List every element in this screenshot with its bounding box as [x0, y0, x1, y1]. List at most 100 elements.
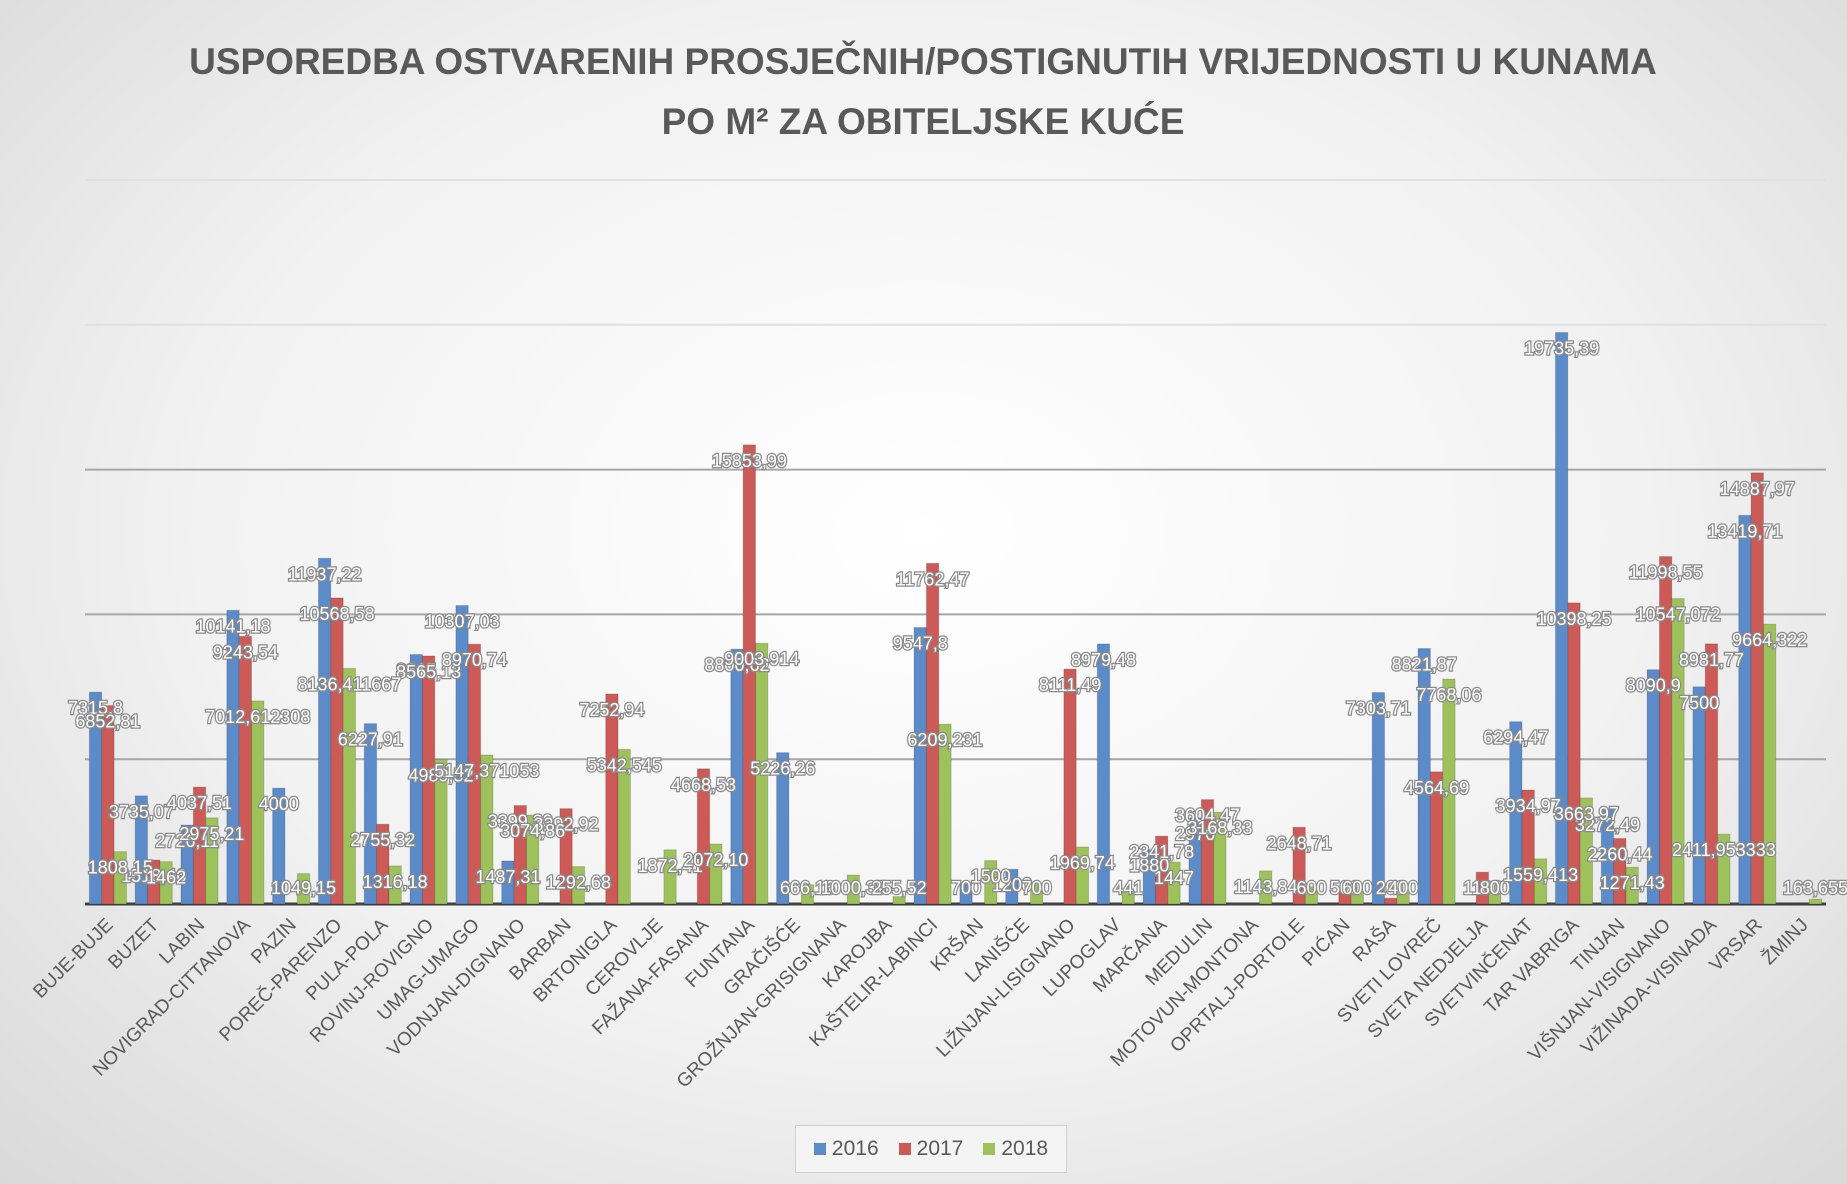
bar: [1005, 868, 1019, 905]
data-label: 2726,11: [155, 831, 219, 851]
bar: [559, 808, 573, 905]
bar: [755, 642, 769, 905]
bar: [913, 626, 927, 905]
bar: [1533, 858, 1548, 905]
x-tick-label: PIĆAN: [1298, 914, 1355, 971]
data-label: 11998,55: [1629, 563, 1703, 583]
legend-label: 2018: [1001, 1137, 1049, 1160]
data-label: 3663,97: [1554, 804, 1619, 824]
data-label: 3735,07: [109, 802, 174, 822]
bar: [376, 823, 390, 905]
data-labels: 7315,8 3735,07 2726,11 10141,18 4000 11937,22…: [67, 337, 1847, 899]
data-label: 2648,71: [1267, 833, 1332, 853]
data-label: 5342,545: [587, 755, 662, 775]
data-label: 3272,49: [1575, 815, 1640, 835]
data-label: 4000: [259, 794, 299, 814]
bar: [1258, 870, 1273, 905]
data-label: 2411,953333: [1672, 840, 1776, 860]
bar: [1808, 898, 1823, 905]
data-label: 6852,81: [75, 712, 140, 732]
data-label: 3168,33: [1187, 818, 1252, 838]
data-label: 3074,86: [500, 821, 565, 841]
data-label: 10141,18: [195, 616, 270, 636]
bar: [663, 849, 677, 905]
bar: [1567, 602, 1581, 905]
bar: [1304, 886, 1319, 905]
data-label: 3399,39: [488, 812, 553, 832]
data-label: 1462: [146, 868, 186, 888]
data-label: 3934,97: [1496, 796, 1561, 816]
data-label: 2976: [1175, 824, 1215, 844]
bar: [617, 748, 631, 905]
bar: [101, 705, 115, 905]
bar: [892, 896, 906, 905]
data-label: 7768,06: [1416, 685, 1481, 705]
data-label: 13419,71: [1707, 521, 1782, 541]
data-label: 8970,74: [442, 650, 507, 670]
data-label: 1000,35: [821, 878, 886, 898]
x-tick-label: BUZET: [104, 914, 163, 973]
bar: [1521, 789, 1535, 905]
data-label: 200: [1376, 878, 1406, 898]
bar: [1213, 811, 1227, 905]
legend-item: 2017: [898, 1137, 963, 1161]
data-label: 1447: [1154, 868, 1194, 888]
bar: [938, 723, 952, 905]
data-label: 666,16: [780, 878, 835, 898]
bar: [1075, 846, 1090, 905]
bar: [113, 851, 127, 905]
data-label: 2755,32: [350, 830, 415, 850]
data-label: 8090,9: [1626, 676, 1681, 696]
data-label: 1292,68: [546, 873, 611, 893]
bar: [1384, 897, 1398, 905]
data-label: 5226,26: [750, 759, 815, 779]
bar: [342, 667, 357, 905]
bar: [742, 444, 757, 905]
data-label: 10547,072: [1635, 605, 1720, 625]
bar: [1442, 678, 1456, 905]
x-tick-label: ŽMINJ: [1758, 914, 1813, 969]
bar: [480, 754, 494, 905]
data-label: 6209,231: [907, 730, 982, 750]
data-label: 7315,8: [68, 698, 123, 718]
bar: [134, 795, 149, 905]
data-label: 1487,31: [475, 867, 540, 887]
bar: [1096, 643, 1111, 905]
data-label: 8615: [396, 661, 436, 681]
bar: [1167, 861, 1181, 905]
data-label: 19735,39: [1524, 338, 1599, 358]
data-label: 4037,51: [167, 793, 232, 813]
data-label: 600: [1296, 878, 1326, 898]
data-label: 11937,22: [288, 564, 362, 584]
data-label: 500: [1330, 878, 1360, 898]
data-label: 7012,612308: [205, 707, 310, 727]
bar: [846, 874, 861, 905]
data-label: 8136,411667: [297, 674, 401, 694]
data-label: 9664,322: [1732, 630, 1807, 650]
data-label: 1872,41: [638, 856, 703, 876]
legend-item: 2018: [983, 1137, 1048, 1161]
data-label: 2341,78: [1129, 842, 1194, 862]
bar: [984, 860, 998, 905]
bar: [1396, 891, 1410, 905]
bar: [205, 817, 219, 905]
data-label: 10307,03: [425, 612, 500, 632]
bar: [1350, 886, 1364, 905]
bar: [696, 768, 711, 905]
bar: [571, 866, 586, 905]
legend-swatch: [983, 1143, 996, 1155]
data-label: 1880: [1129, 856, 1169, 876]
bar: [1579, 797, 1594, 905]
data-label: 9547,8: [893, 633, 948, 653]
data-label: 9003,914: [724, 649, 799, 669]
data-label: 1200: [992, 875, 1032, 895]
data-label: 7303,71: [1346, 698, 1411, 718]
data-label: 8979,48: [1071, 650, 1136, 670]
bar: [1292, 826, 1306, 905]
data-label: 8565,13: [396, 662, 461, 682]
bar: [776, 752, 790, 905]
legend-item: 2016: [813, 1137, 879, 1161]
data-label: 1143,84: [1234, 877, 1298, 897]
